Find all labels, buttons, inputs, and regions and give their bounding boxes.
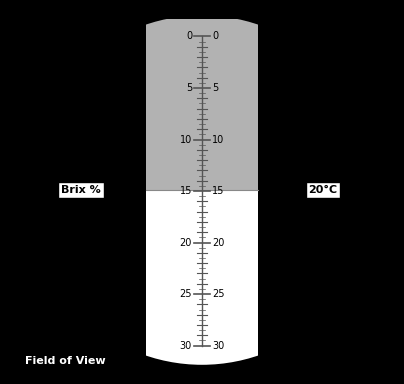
Text: 5: 5: [186, 83, 192, 93]
Text: 30: 30: [212, 341, 224, 351]
Text: 25: 25: [212, 289, 225, 299]
Text: Field of View: Field of View: [25, 356, 106, 366]
Text: 15: 15: [212, 186, 224, 196]
Bar: [146, 19, 258, 190]
Text: 20°C: 20°C: [308, 185, 337, 195]
Text: Brix %: Brix %: [61, 185, 101, 195]
Text: 0: 0: [212, 31, 218, 41]
Circle shape: [27, 15, 377, 365]
Text: 5: 5: [212, 83, 218, 93]
Bar: [146, 190, 258, 365]
Text: 10: 10: [180, 134, 192, 144]
Text: 30: 30: [180, 341, 192, 351]
Text: 20: 20: [180, 238, 192, 248]
Text: 20: 20: [212, 238, 224, 248]
Text: 10: 10: [212, 134, 224, 144]
Text: 25: 25: [179, 289, 192, 299]
Text: 15: 15: [180, 186, 192, 196]
Text: 0: 0: [186, 31, 192, 41]
